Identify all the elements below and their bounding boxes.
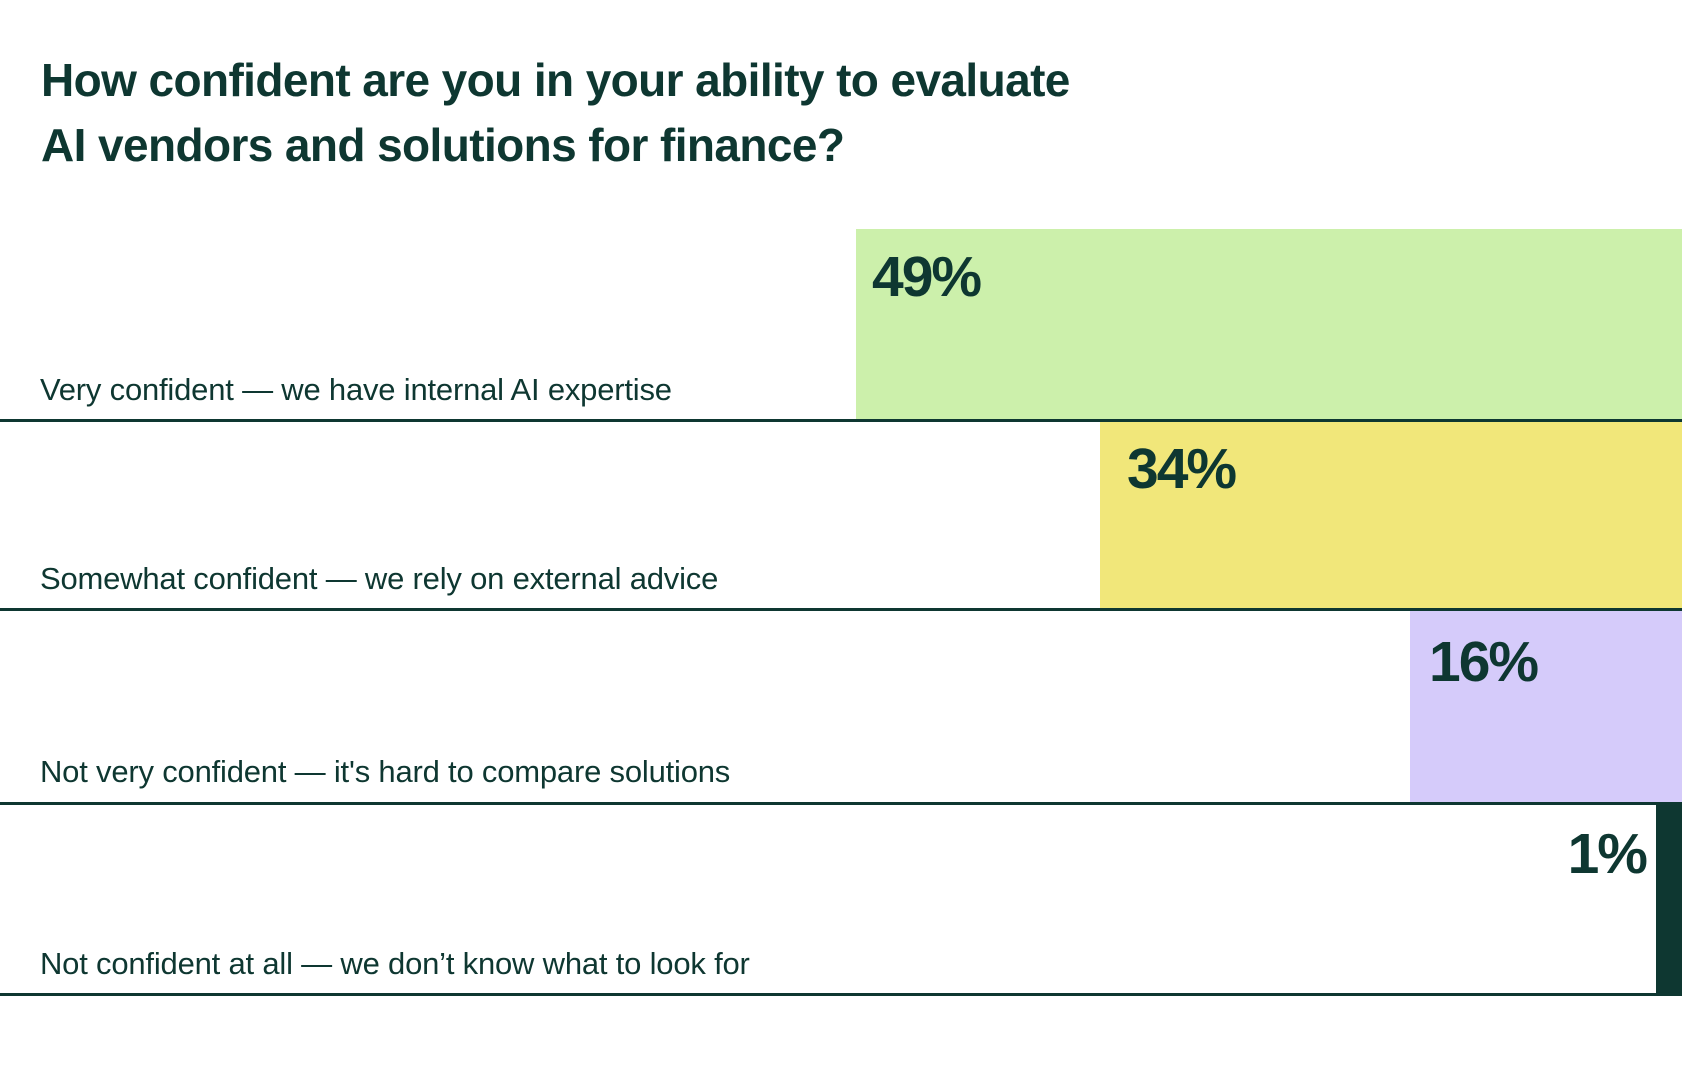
chart-title-line-2: AI vendors and solutions for finance? (41, 119, 845, 171)
bar-row-very-confident: 49% Very confident — we have internal AI… (0, 229, 1682, 422)
chart-title: How confident are you in your ability to… (41, 48, 1341, 178)
bar-row-not-confident-at-all: 1% Not confident at all — we don’t know … (0, 805, 1682, 996)
value-label-somewhat-confident: 34% (1127, 437, 1237, 501)
bar-not-very-confident (1410, 611, 1682, 802)
bar-somewhat-confident (1100, 422, 1682, 608)
category-label-not-very-confident: Not very confident — it's hard to compar… (40, 754, 731, 789)
value-label-not-confident-at-all: 1% (1567, 822, 1648, 886)
category-label-very-confident: Very confident — we have internal AI exp… (40, 372, 672, 407)
bar-very-confident (856, 229, 1682, 419)
row-divider (0, 608, 1682, 611)
row-divider (0, 802, 1682, 805)
category-label-somewhat-confident: Somewhat confident — we rely on external… (40, 561, 719, 596)
category-label-not-confident-at-all: Not confident at all — we don’t know wha… (40, 946, 750, 981)
row-divider (0, 419, 1682, 422)
bar-row-somewhat-confident: 34% Somewhat confident — we rely on exte… (0, 422, 1682, 611)
chart-title-line-1: How confident are you in your ability to… (41, 54, 1070, 106)
value-label-not-very-confident: 16% (1429, 630, 1539, 694)
bar-not-confident-at-all (1656, 805, 1682, 993)
row-divider (0, 993, 1682, 996)
bar-row-not-very-confident: 16% Not very confident — it's hard to co… (0, 611, 1682, 805)
value-label-very-confident: 49% (872, 245, 982, 309)
